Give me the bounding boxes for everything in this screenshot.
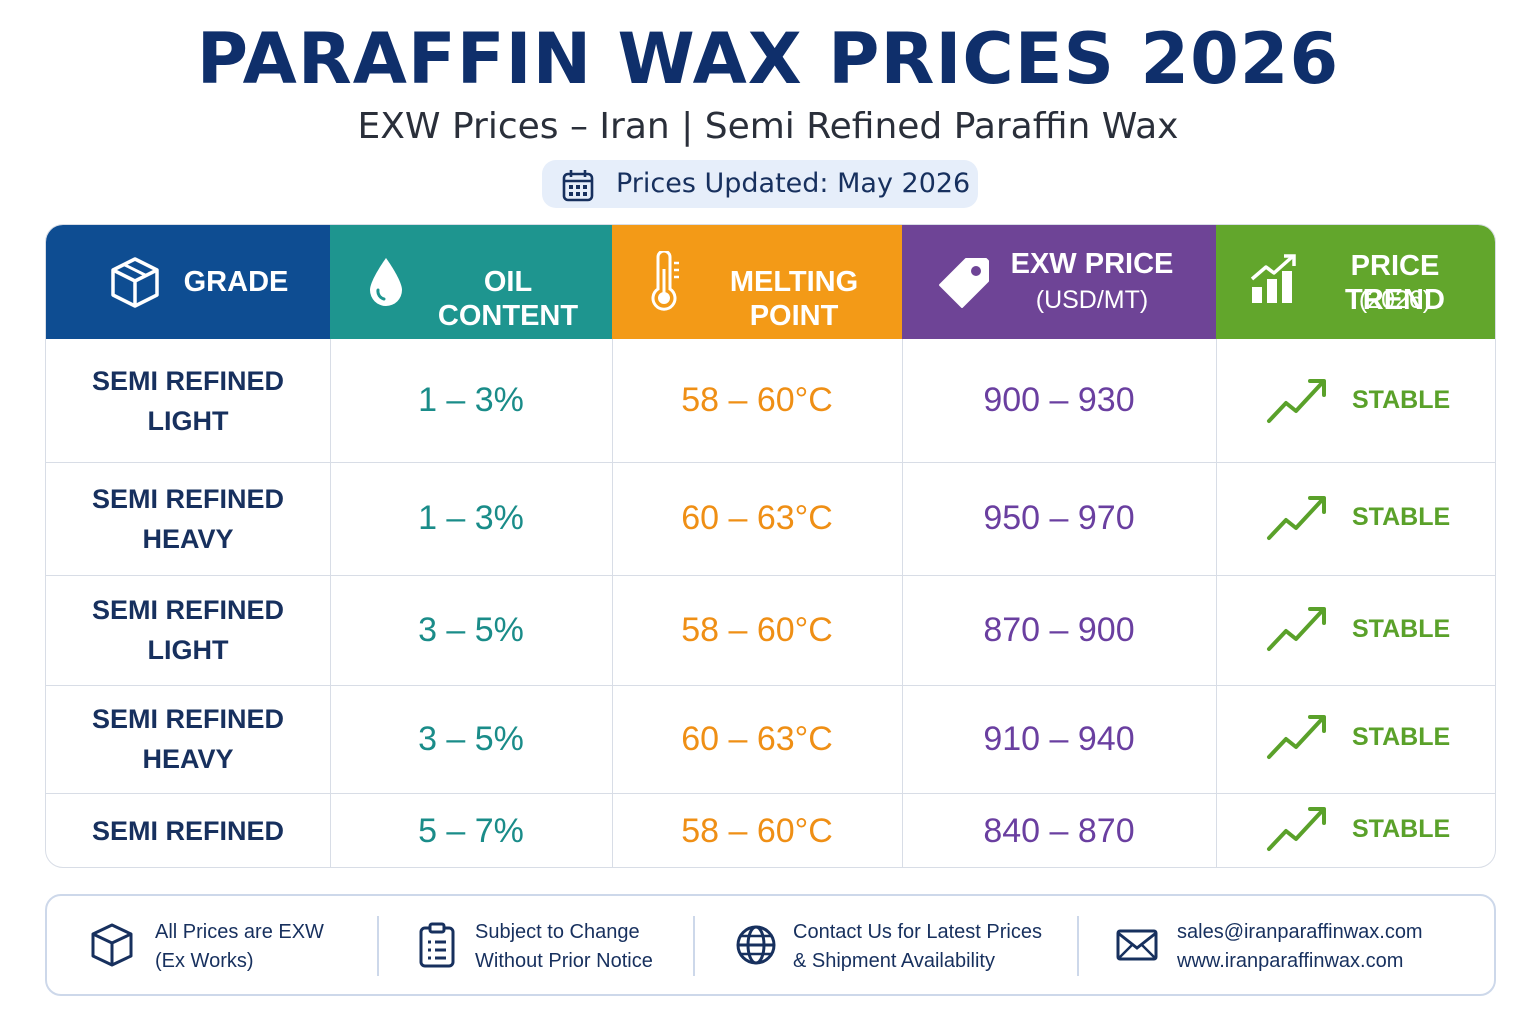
table-row-1-trend: STABLE [1216,339,1495,462]
grade-line-2: LIGHT [147,635,229,665]
grade-line-1: SEMI REFINED [91,365,285,396]
header-exw-price-label: EXW PRICE [1010,248,1174,280]
column-divider [330,339,331,867]
trend-up-icon [1267,607,1326,651]
table-row-5-melt: 58 – 60°C [681,811,833,850]
table-row-2-grade: SEMI REFINED HEAVY [46,462,330,575]
table-row-2-oil: 1 – 3% [418,499,524,537]
table-row-2-price: 950 – 970 [983,499,1135,537]
table-row-4-oil: 3 – 5% [418,719,524,758]
updated-text: Prices Updated: May 2026 [616,168,971,199]
header-oil-content: OIL CONTENT [330,225,612,339]
grade-line-2: LIGHT [147,405,229,436]
header-price-trend-label: PRICE TREND [1345,250,1445,316]
header-price-trend: PRICE TREND (2026) [1216,225,1495,339]
trend-label: STABLE [1352,503,1451,531]
footer-contact-line-1: Contact Us for Latest Prices [793,921,1042,943]
table-row-2-melt: 60 – 63°C [681,499,833,537]
table-row-1-oil: 1 – 3% [418,381,524,419]
table-row-3-trend: STABLE [1216,575,1495,685]
trend-label: STABLE [1352,815,1451,843]
column-divider [1216,339,1217,867]
table-row-1-melt: 58 – 60°C [681,381,833,419]
table-row-3-oil: 3 – 5% [418,610,524,649]
calendar-icon [562,170,594,202]
table-row-5-trend: STABLE [1216,793,1495,867]
thermometer-icon [651,251,679,311]
clipboard-icon [419,922,455,968]
page-subtitle: EXW Prices – Iran | Semi Refined Paraffi… [357,106,1179,147]
grade-line-1: SEMI REFINED [91,704,285,734]
grade-line-1: SEMI REFINED [91,595,285,625]
footer-change-line-1: Subject to Change [475,921,640,943]
row-divider [46,685,1495,686]
droplet-icon [370,258,402,306]
footer-divider [693,916,695,976]
header-grade: GRADE [46,225,330,339]
footer-item-change: Subject to Change Without Prior Notice [379,896,693,996]
table-row-5-price: 840 – 870 [983,811,1135,850]
price-table: GRADE OIL CONTENT MELTING POINT EXW PRIC… [45,224,1496,868]
table-row-4-grade: SEMI REFINED HEAVY [46,685,330,793]
trend-up-icon [1267,379,1326,423]
row-divider [46,462,1495,463]
header-melting-point: MELTING POINT [612,225,902,339]
footer-divider [377,916,379,976]
grade-line-2: HEAVY [142,523,234,554]
table-row-5-oil: 5 – 7% [418,811,524,850]
mail-icon [1116,929,1158,961]
table-row-1-grade: SEMI REFINED LIGHT [46,339,330,462]
box-icon [91,923,133,967]
table-row-3-grade: SEMI REFINED LIGHT [46,575,330,685]
footer-notes: All Prices are EXW (Ex Works) Subject to… [45,894,1496,996]
page-title: PARAFFIN WAX PRICES 2026 [196,18,1340,100]
column-divider [612,339,613,867]
footer-item-email: sales@iranparaffinwax.com www.iranparaff… [1079,896,1494,996]
table-row-3-price: 870 – 900 [983,610,1135,649]
footer-item-contact: Contact Us for Latest Prices & Shipment … [695,896,1077,996]
header-price-trend-year: (2026) [1358,286,1432,314]
trend-label: STABLE [1352,723,1451,751]
trend-label: STABLE [1352,386,1451,414]
trend-label: STABLE [1352,615,1451,643]
footer-website-link[interactable]: www.iranparaffinwax.com [1177,950,1404,972]
bar-chart-icon [1250,254,1296,303]
table-row-2-trend: STABLE [1216,462,1495,575]
footer-exw-line-1: All Prices are EXW [155,921,324,943]
trend-up-icon [1267,807,1326,851]
table-row-3-melt: 58 – 60°C [681,610,833,649]
header-exw-price: EXW PRICE (USD/MT) [902,225,1216,339]
price-tag-icon [939,258,989,308]
grade-line-2: HEAVY [142,744,234,774]
header-exw-price-unit: (USD/MT) [1035,286,1149,314]
row-divider [46,575,1495,576]
grade-line-1: SEMI REFINED [91,816,285,846]
footer-divider [1077,916,1079,976]
header-oil-content-label: OIL CONTENT [437,266,579,332]
trend-up-icon [1267,715,1326,759]
table-row-4-price: 910 – 940 [983,719,1135,758]
header-grade-label: GRADE [183,266,289,298]
footer-exw-line-2: (Ex Works) [155,950,254,972]
table-row-4-melt: 60 – 63°C [681,719,833,758]
footer-contact-line-2: & Shipment Availability [793,950,995,972]
table-row-4-trend: STABLE [1216,685,1495,793]
header-melting-point-label: MELTING POINT [729,266,859,332]
row-divider [46,793,1495,794]
trend-up-icon [1267,496,1326,540]
footer-email-link[interactable]: sales@iranparaffinwax.com [1177,921,1423,943]
footer-item-exw: All Prices are EXW (Ex Works) [47,896,377,996]
table-row-1-price: 900 – 930 [983,381,1135,419]
grade-line-1: SEMI REFINED [91,483,285,514]
box-icon [111,257,159,308]
globe-icon [736,925,776,965]
table-row-5-grade: SEMI REFINED [46,793,330,867]
column-divider [902,339,903,867]
updated-badge: Prices Updated: May 2026 [542,160,978,208]
footer-change-line-2: Without Prior Notice [475,950,653,972]
